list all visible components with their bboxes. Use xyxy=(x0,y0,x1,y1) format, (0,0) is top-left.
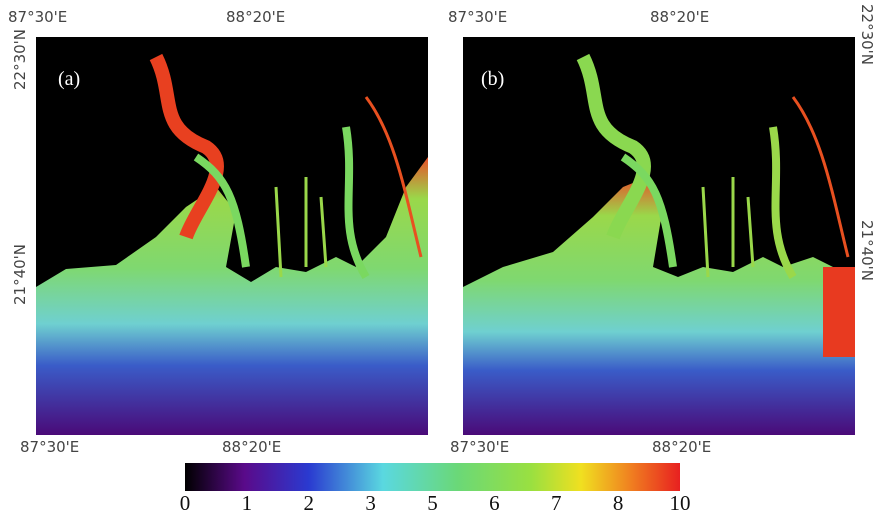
colorbar-ticks: 0 1 2 3 5 6 7 8 10 xyxy=(180,491,691,515)
top-label: 87°30'E xyxy=(8,8,67,26)
colorbar-tick-label: 2 xyxy=(304,491,315,515)
side-label: 22°30'N xyxy=(858,4,876,65)
map-panel-b: (b) xyxy=(463,37,855,435)
side-label: 21°40'N xyxy=(11,244,29,305)
top-label: 87°30'E xyxy=(448,8,507,26)
colorbar-tick-label: 8 xyxy=(613,491,624,515)
colorbar xyxy=(185,463,680,491)
colorbar-tick-label: 3 xyxy=(365,491,376,515)
side-label: 22°30'N xyxy=(11,29,29,90)
colorbar-tick-label: 7 xyxy=(551,491,562,515)
panel-label: (b) xyxy=(481,68,504,90)
bottom-label: 87°30'E xyxy=(20,438,79,456)
bottom-label: 88°20'E xyxy=(222,438,281,456)
colorbar-tick-label: 5 xyxy=(427,491,438,515)
top-label: 88°20'E xyxy=(226,8,285,26)
colorbar-tick-label: 10 xyxy=(670,491,691,515)
colorbar-tick-label: 1 xyxy=(242,491,253,515)
top-label: 88°20'E xyxy=(650,8,709,26)
bottom-label: 87°30'E xyxy=(450,438,509,456)
colorbar-tick-label: 0 xyxy=(180,491,191,515)
map-panel-a: (a) xyxy=(36,37,428,435)
panel-label: (a) xyxy=(58,68,80,90)
bottom-label: 88°20'E xyxy=(652,438,711,456)
colorbar-tick-label: 6 xyxy=(489,491,500,515)
side-label: 21°40'N xyxy=(858,220,876,281)
